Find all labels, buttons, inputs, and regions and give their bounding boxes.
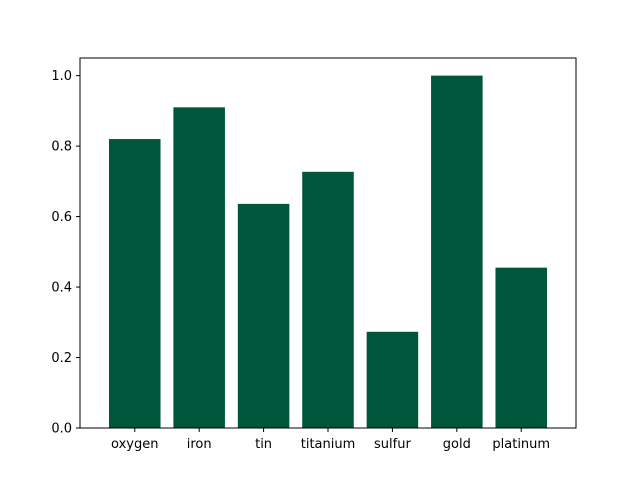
x-tick-label: platinum <box>492 437 550 452</box>
bar-iron <box>173 107 225 428</box>
bar-gold <box>431 75 483 429</box>
y-tick-label: 1.0 <box>51 69 72 84</box>
bar-platinum <box>495 267 548 428</box>
bar-tin <box>237 203 290 428</box>
x-tick-label: oxygen <box>111 437 158 452</box>
y-tick-label: 0.8 <box>51 140 72 155</box>
y-axis-ticks: 0.0 0.2 0.4 0.6 0.8 1.0 <box>51 69 80 437</box>
bar-sulfur <box>366 331 419 428</box>
plot-frame <box>79 57 577 429</box>
y-tick-label: 0.6 <box>51 210 72 225</box>
x-tick-label: tin <box>255 437 272 452</box>
x-tick-label: titanium <box>301 437 356 452</box>
bar-titanium <box>302 171 354 428</box>
y-tick-label: 0.0 <box>51 422 72 437</box>
bars-group <box>108 75 548 429</box>
x-tick-label: iron <box>187 437 212 452</box>
y-tick-label: 0.4 <box>51 281 72 296</box>
x-axis-ticks: oxygen iron tin titanium sulfur gold platinum <box>111 428 550 452</box>
x-tick-label: gold <box>443 437 471 452</box>
y-tick-label: 0.2 <box>51 351 72 366</box>
bar-oxygen <box>108 139 161 429</box>
x-tick-label: sulfur <box>374 437 411 452</box>
